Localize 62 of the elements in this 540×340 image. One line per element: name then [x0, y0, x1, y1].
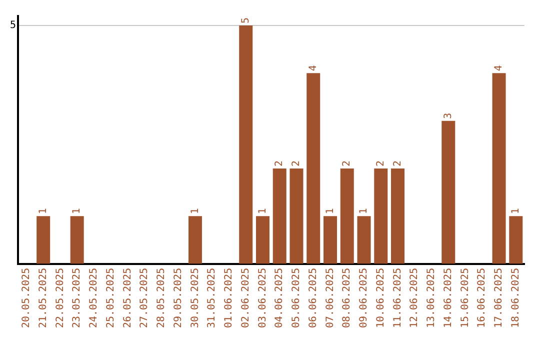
x-tick-label: 24.05.2025	[88, 268, 100, 328]
x-tick-label: 26.05.2025	[122, 268, 134, 328]
data-label: 3	[442, 112, 454, 119]
x-tick-label: 30.05.2025	[190, 268, 201, 328]
x-tick-label: 06.06.2025	[308, 268, 319, 328]
bar	[492, 73, 506, 264]
bar	[324, 216, 337, 264]
x-tick-label: 01.06.2025	[224, 268, 235, 328]
x-tick-label: 05.06.2025	[291, 268, 302, 328]
x-tick-label: 25.05.2025	[105, 268, 116, 328]
x-tick-label: 08.06.2025	[342, 268, 353, 328]
data-label: 1	[510, 208, 522, 214]
x-tick-label: 07.06.2025	[324, 268, 336, 328]
bar	[239, 26, 253, 264]
bar	[391, 168, 405, 264]
data-label: 4	[308, 65, 319, 72]
bar	[306, 73, 320, 264]
x-tick-label: 18.06.2025	[510, 268, 522, 328]
data-label: 1	[190, 208, 201, 214]
x-tick-label: 15.06.2025	[460, 268, 471, 328]
x-tick-label: 11.06.2025	[392, 268, 404, 328]
data-label: 5	[240, 18, 252, 24]
x-tick-label: 31.05.2025	[206, 268, 218, 328]
bar	[374, 168, 388, 264]
data-label: 2	[375, 160, 386, 166]
bar	[272, 168, 286, 264]
bar	[509, 216, 523, 264]
x-tick-label: 16.06.2025	[476, 268, 488, 328]
x-tick-label: 13.06.2025	[426, 268, 438, 328]
data-label: 1	[72, 208, 83, 214]
x-tick-label: 02.06.2025	[240, 268, 252, 328]
data-label: 4	[494, 65, 505, 72]
x-tick-label: 04.06.2025	[274, 268, 286, 328]
x-tick-label: 09.06.2025	[358, 268, 370, 328]
data-label: 1	[257, 208, 268, 214]
bar	[442, 120, 456, 264]
x-tick-label: 12.06.2025	[409, 268, 420, 328]
data-label: 2	[274, 160, 286, 166]
bar	[340, 168, 354, 264]
x-tick-label: 14.06.2025	[442, 268, 454, 328]
bar	[290, 168, 304, 264]
x-tick-label: 21.05.2025	[38, 268, 49, 328]
data-label: 1	[38, 208, 49, 214]
data-label: 2	[291, 160, 302, 166]
data-label: 1	[324, 208, 336, 214]
x-tick-label: 20.05.2025	[21, 268, 32, 328]
bar	[36, 216, 50, 264]
bar	[357, 216, 371, 264]
x-tick-label: 03.06.2025	[257, 268, 268, 328]
data-label: 1	[358, 208, 370, 214]
x-tick-label: 17.06.2025	[494, 268, 505, 328]
x-tick-label: 29.05.2025	[172, 268, 184, 328]
x-tick-label: 23.05.2025	[72, 268, 83, 328]
bar	[70, 216, 84, 264]
data-label: 2	[342, 160, 353, 166]
x-tick-label: 27.05.2025	[139, 268, 150, 328]
data-label: 2	[392, 160, 404, 166]
x-tick-label: 28.05.2025	[156, 268, 168, 328]
x-tick-label: 10.06.2025	[375, 268, 386, 328]
bar	[256, 216, 270, 264]
x-tick-label: 22.05.2025	[54, 268, 66, 328]
bar	[188, 216, 202, 264]
